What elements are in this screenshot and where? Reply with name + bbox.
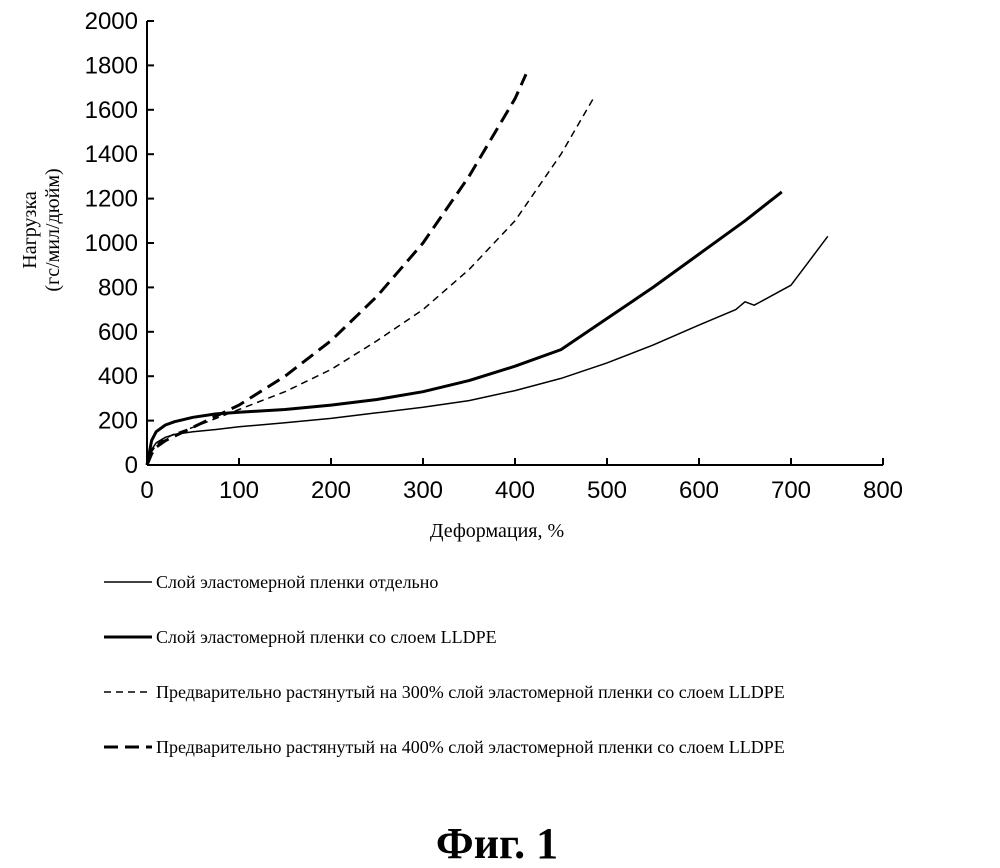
x-tick-label: 500 [587, 477, 627, 504]
x-tick-label: 100 [219, 477, 259, 504]
y-ticks: 0 200 400 600 800 1000 1200 1400 1600 1800 2000 [85, 8, 154, 479]
y-tick-label: 1400 [85, 141, 138, 168]
y-tick-label: 0 [125, 452, 138, 479]
series-line-2 [147, 192, 782, 465]
y-axis-title-line2: (гс/мил/дюйм) [42, 168, 64, 291]
y-tick-label: 1000 [85, 230, 138, 257]
legend-label-2: Слой эластомерной пленки со слоем LLDPE [156, 627, 497, 647]
axes [147, 21, 883, 465]
x-tick-label: 400 [495, 477, 535, 504]
series-line-3 [147, 99, 593, 465]
y-axis-title-line1: Нагрузка [19, 191, 41, 269]
series-line-1 [147, 236, 828, 465]
y-tick-label: 1600 [85, 97, 138, 124]
legend-label-1: Слой эластомерной пленки отдельно [156, 572, 438, 592]
x-tick-label: 0 [140, 477, 153, 504]
y-tick-label: 1800 [85, 52, 138, 79]
y-tick-label: 600 [98, 319, 138, 346]
y-tick-label: 2000 [85, 8, 138, 35]
x-axis-title: Деформация, % [430, 520, 564, 542]
legend-label-4: Предварительно растянутый на 400% слой э… [156, 737, 785, 757]
x-tick-label: 600 [679, 477, 719, 504]
series-line-4 [147, 74, 526, 465]
y-tick-label: 400 [98, 363, 138, 390]
y-tick-label: 800 [98, 274, 138, 301]
series-lines [147, 74, 828, 465]
x-tick-label: 800 [863, 477, 903, 504]
y-axis-title: Нагрузка (гс/мил/дюйм) [19, 168, 64, 291]
x-tick-label: 200 [311, 477, 351, 504]
figure-caption: Фиг. 1 [436, 819, 558, 868]
legend-label-3: Предварительно растянутый на 300% слой э… [156, 682, 785, 702]
y-tick-label: 1200 [85, 186, 138, 213]
legend: Слой эластомерной пленки отдельно Слой эл… [104, 572, 785, 757]
x-tick-label: 700 [771, 477, 811, 504]
x-tick-label: 300 [403, 477, 443, 504]
y-tick-label: 200 [98, 408, 138, 435]
